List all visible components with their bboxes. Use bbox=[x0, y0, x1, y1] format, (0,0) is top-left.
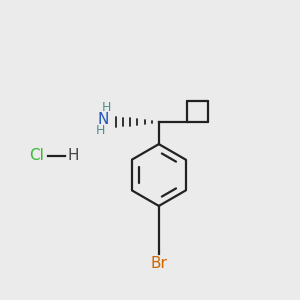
Text: Br: Br bbox=[150, 256, 167, 271]
Text: Cl: Cl bbox=[29, 148, 44, 164]
Text: H: H bbox=[68, 148, 79, 164]
Text: H: H bbox=[102, 101, 111, 114]
Text: N: N bbox=[97, 112, 109, 127]
Text: H: H bbox=[96, 124, 105, 137]
